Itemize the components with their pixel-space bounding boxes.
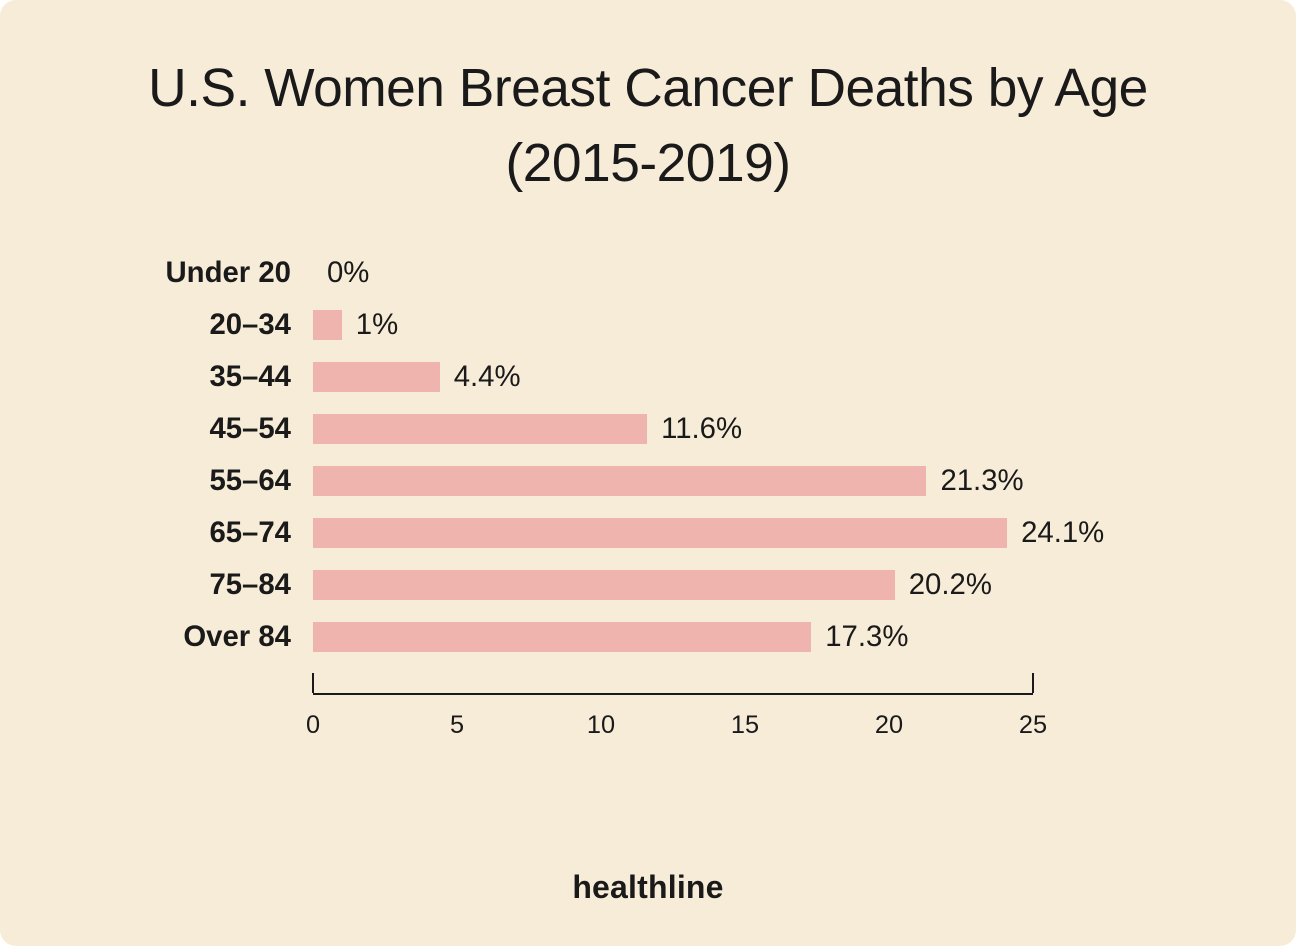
chart-title-line2: (2015-2019) <box>505 131 790 198</box>
bar-track: 11.6% <box>313 403 1033 455</box>
bar-track: 17.3% <box>313 611 1033 663</box>
chart-row: 75–84 20.2% <box>143 559 1153 611</box>
bar <box>313 310 342 340</box>
x-axis-tick-label: 0 <box>306 711 320 740</box>
x-axis-line <box>313 693 1033 695</box>
bar-track: 0% <box>313 247 1033 299</box>
chart-row: 45–54 11.6% <box>143 403 1153 455</box>
value-label: 21.3% <box>940 464 1023 498</box>
value-label: 20.2% <box>909 568 992 602</box>
chart-row: 55–64 21.3% <box>143 455 1153 507</box>
bar <box>313 362 440 392</box>
chart-container: Under 20 0% 20–34 1% 35–44 4.4% 45–54 11.6% 55–6… <box>143 247 1153 753</box>
chart-row: 20–34 1% <box>143 299 1153 351</box>
bar <box>313 570 895 600</box>
category-label: Under 20 <box>143 256 313 290</box>
category-label: 75–84 <box>143 568 313 602</box>
category-label: 65–74 <box>143 516 313 550</box>
bar <box>313 466 926 496</box>
x-axis-tick-label: 10 <box>587 711 615 740</box>
bar-track: 21.3% <box>313 455 1033 507</box>
value-label: 11.6% <box>661 412 742 446</box>
x-axis-tick-label: 25 <box>1019 711 1047 740</box>
x-axis-tick-label: 5 <box>450 711 464 740</box>
chart-row: 35–44 4.4% <box>143 351 1153 403</box>
x-axis: 0510152025 <box>313 693 1033 743</box>
x-axis-tick-label: 15 <box>731 711 759 740</box>
category-label: 45–54 <box>143 412 313 446</box>
infographic-card: U.S. Women Breast Cancer Deaths by Age (… <box>0 0 1296 946</box>
value-label: 0% <box>327 256 369 290</box>
bar <box>313 414 647 444</box>
value-label: 24.1% <box>1021 516 1104 550</box>
bar-track: 20.2% <box>313 559 1033 611</box>
chart-row: 65–7424.1% <box>143 507 1153 559</box>
x-axis-end-tick <box>1032 673 1034 693</box>
bar-track: 1% <box>313 299 1033 351</box>
category-label: 20–34 <box>143 308 313 342</box>
bar-track: 24.1% <box>313 507 1033 559</box>
category-label: 35–44 <box>143 360 313 394</box>
x-axis-tick-label: 20 <box>875 711 903 740</box>
value-label: 1% <box>356 308 398 342</box>
bar <box>313 622 811 652</box>
value-label: 4.4% <box>454 360 521 394</box>
bar <box>313 518 1007 548</box>
brand-wordmark: healthline <box>572 869 723 906</box>
chart-row: Over 84 17.3% <box>143 611 1153 663</box>
value-label: 17.3% <box>825 620 908 654</box>
category-label: Over 84 <box>143 620 313 654</box>
bar-chart: Under 20 0% 20–34 1% 35–44 4.4% 45–54 11.6% 55–6… <box>143 247 1153 663</box>
category-label: 55–64 <box>143 464 313 498</box>
bar-track: 4.4% <box>313 351 1033 403</box>
x-axis-end-tick <box>312 673 314 693</box>
chart-title-line1: U.S. Women Breast Cancer Deaths by Age <box>148 56 1148 123</box>
chart-row: Under 20 0% <box>143 247 1153 299</box>
